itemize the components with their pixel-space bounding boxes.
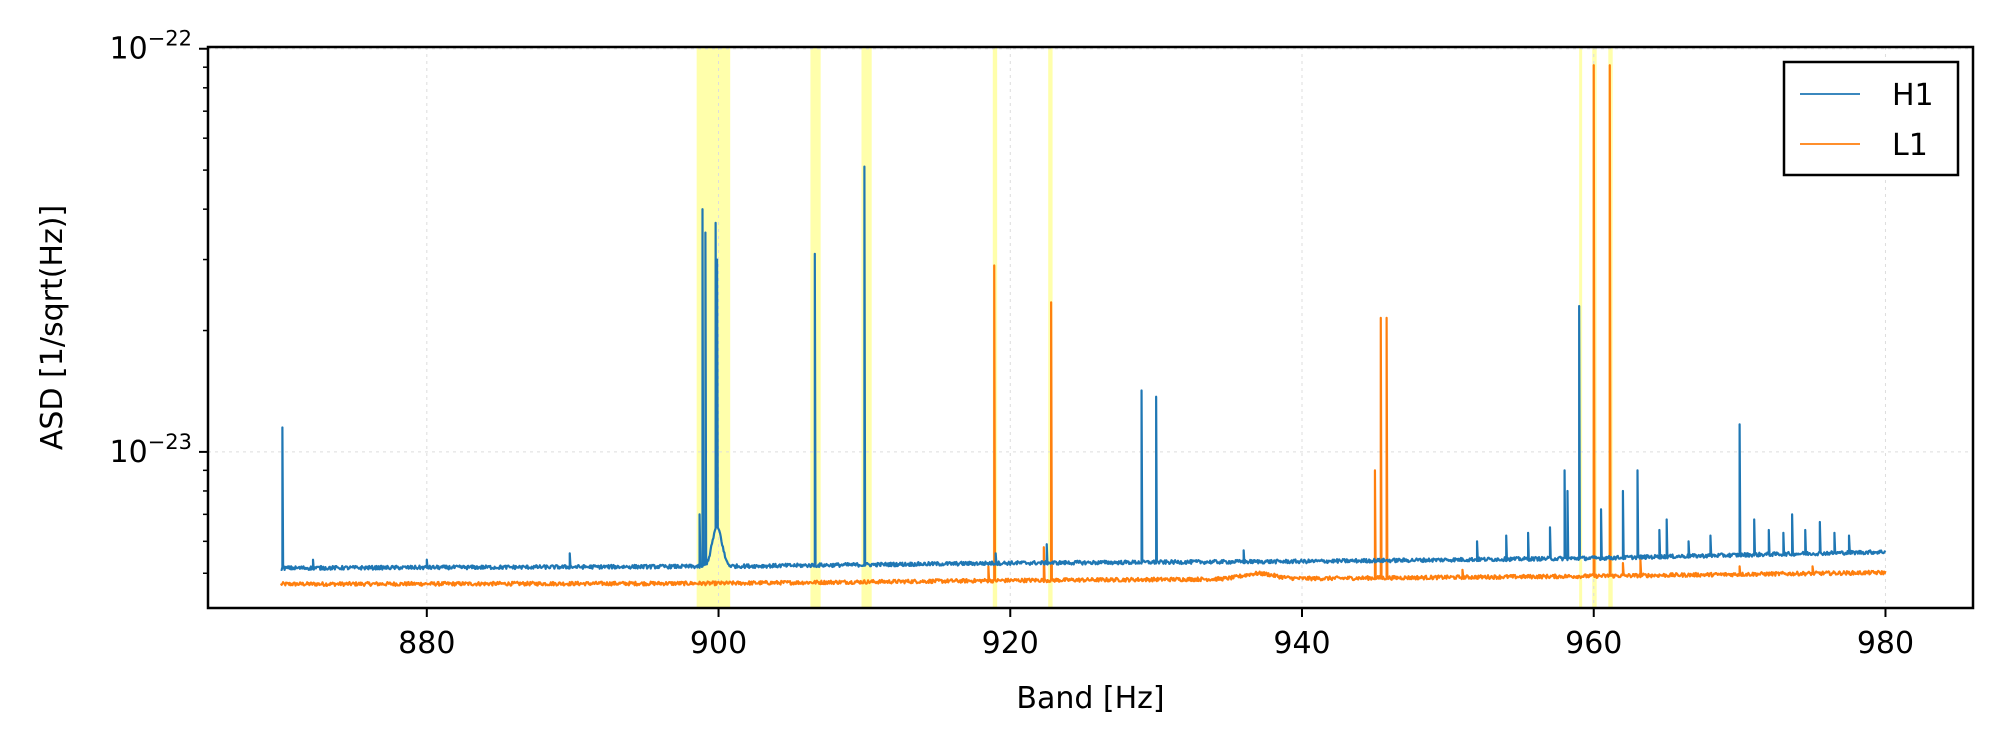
spike-point-h1-22 — [1578, 305, 1580, 307]
spike-point-h1-16 — [1476, 540, 1478, 543]
spike-point-h1-28 — [1687, 540, 1690, 543]
spike-point-h1-1 — [312, 558, 314, 561]
spike-point-h1-26 — [1658, 529, 1661, 531]
spike-point-h1-14 — [1155, 395, 1157, 398]
plot-frame — [206, 45, 1975, 610]
spike-point-h1-34 — [1791, 513, 1793, 516]
x-tick-label: 880 — [398, 626, 455, 661]
spike-point-h1-23 — [1600, 508, 1602, 511]
x-tick-label: 900 — [690, 626, 747, 661]
spike-point-h1-4 — [698, 513, 701, 516]
x-tick-label: 980 — [1857, 626, 1914, 661]
x-tick-label: 940 — [1273, 626, 1330, 661]
highlight-band-5 — [1579, 47, 1583, 608]
legend: H1 L1 — [1782, 60, 1960, 177]
spike-point-h1-11 — [994, 552, 997, 555]
spike-point-h1-38 — [1848, 534, 1850, 537]
spike-point-h1-37 — [1833, 531, 1836, 534]
x-tick-label: 960 — [1565, 626, 1622, 661]
spike-point-h1-27 — [1665, 518, 1668, 521]
spike-point-h1-30 — [1738, 423, 1741, 426]
spike-point-l1-6 — [1385, 317, 1388, 319]
series-line-h1 — [280, 165, 1887, 572]
spike-point-h1-5 — [701, 208, 704, 210]
spike-point-l1-3 — [1050, 301, 1052, 304]
spike-point-h1-3 — [568, 552, 571, 555]
spike-point-h1-2 — [426, 558, 428, 561]
y-axis-ticks: 10−23 10−22 — [109, 27, 208, 575]
spike-point-h1-6 — [704, 231, 707, 234]
spike-point-h1-7 — [714, 222, 717, 224]
spike-point-l1-2 — [1043, 546, 1045, 549]
spike-point-h1-35 — [1804, 529, 1807, 531]
series-l1 — [279, 64, 1887, 588]
x-tick-label: 920 — [982, 626, 1039, 661]
spike-point-h1-25 — [1636, 469, 1639, 472]
highlight-band-2 — [861, 47, 872, 608]
spike-point-h1-32 — [1767, 529, 1770, 531]
grid — [208, 47, 1973, 608]
spike-point-h1-24 — [1622, 490, 1624, 492]
spike-point-h1-19 — [1549, 526, 1551, 529]
y-tick-label: 10−22 — [109, 27, 192, 67]
spike-point-h1-17 — [1505, 534, 1508, 537]
spike-point-h1-36 — [1819, 521, 1821, 523]
highlight-bands — [696, 47, 1613, 608]
spike-point-h1-33 — [1782, 531, 1785, 534]
spike-point-h1-31 — [1753, 518, 1755, 521]
y-axis-label: ASD [1/sqrt(Hz)] — [35, 205, 70, 450]
spike-point-l1-1 — [993, 264, 996, 267]
x-axis-label: Band [Hz] — [1016, 681, 1164, 716]
legend-box — [1782, 60, 1960, 177]
spike-point-h1-29 — [1709, 534, 1712, 537]
spike-point-h1-18 — [1527, 531, 1529, 534]
spike-point-h1-13 — [1140, 389, 1143, 392]
series-layer — [279, 64, 1887, 588]
spike-point-l1-4 — [1374, 469, 1376, 472]
spike-point-h1-9 — [814, 253, 816, 255]
spike-point-l1-13 — [1811, 565, 1814, 568]
spike-point-l1-10 — [1622, 562, 1624, 564]
spike-point-h1-12 — [1045, 543, 1048, 546]
spike-point-l1-5 — [1379, 317, 1382, 319]
x-axis-ticks: 880 900 920 940 960 980 — [398, 608, 1914, 661]
spike-point-l1-8 — [1592, 64, 1595, 67]
spike-point-l1-0 — [987, 565, 990, 568]
spike-point-l1-9 — [1608, 64, 1611, 67]
series-line-l1 — [279, 64, 1887, 588]
y-tick-label: 10−23 — [109, 430, 192, 470]
legend-label-h1: H1 — [1892, 78, 1934, 113]
spike-point-h1-20 — [1563, 469, 1566, 472]
spike-point-h1-10 — [863, 165, 866, 168]
spike-point-h1-15 — [1242, 549, 1245, 552]
spike-point-h1-8 — [716, 258, 718, 261]
spike-point-l1-7 — [1461, 568, 1464, 571]
legend-label-l1: L1 — [1892, 128, 1928, 163]
spike-point-h1-0 — [281, 426, 284, 429]
series-h1 — [280, 165, 1887, 572]
spike-point-h1-21 — [1566, 490, 1569, 492]
spike-point-l1-12 — [1738, 565, 1741, 568]
